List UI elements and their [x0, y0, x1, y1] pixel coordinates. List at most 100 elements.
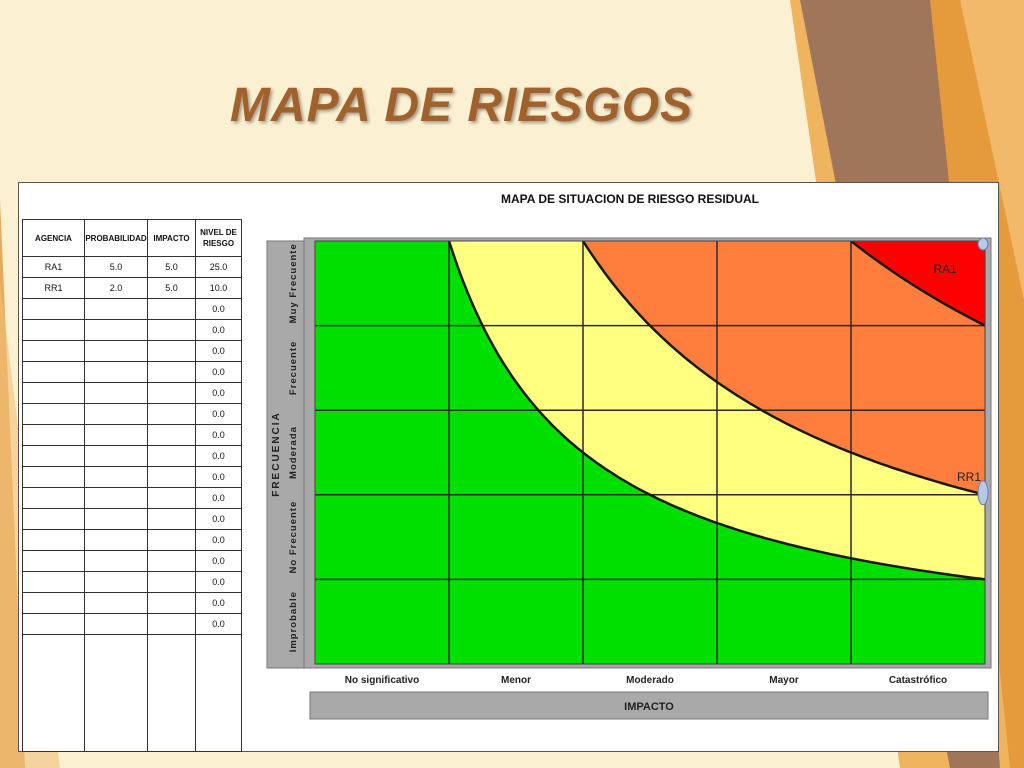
table-cell: 0.0: [195, 361, 242, 383]
table-cell: [22, 466, 85, 488]
table-cell: [22, 361, 85, 383]
table-cell: 10.0: [195, 277, 242, 299]
table-cell: [147, 613, 196, 635]
y-axis-label: FRECUENCIA: [271, 411, 282, 497]
table-row-blank: [22, 634, 242, 752]
table-cell: [147, 319, 196, 341]
risk-chart-area: MAPA DE SITUACION DE RIESGO RESIDUAL Impr…: [262, 183, 998, 751]
table-cell: [84, 571, 148, 593]
y-tick-label: Frecuente: [288, 341, 299, 395]
table-cell: [84, 592, 148, 614]
table-row: 0.0: [22, 319, 242, 341]
table-row: 0.0: [22, 571, 242, 593]
chart-title: MAPA DE SITUACION DE RIESGO RESIDUAL: [501, 192, 759, 206]
table-cell: [22, 340, 85, 362]
table-cell: [147, 529, 196, 551]
table-cell: [22, 403, 85, 425]
table-cell: 0.0: [195, 298, 242, 320]
table-cell: [147, 487, 196, 509]
plot-border: [314, 240, 986, 665]
table-cell: [22, 571, 85, 593]
table-cell-blank: [84, 634, 148, 752]
table-header: AGENCIA: [22, 219, 85, 257]
table-cell: 0.0: [195, 445, 242, 467]
table-cell: 0.0: [195, 487, 242, 509]
risk-table-area: AGENCIA PROBABILIDAD IMPACTO NIVEL DE RIESG…: [19, 183, 262, 752]
table-cell: [147, 424, 196, 446]
y-tick-label: Moderada: [288, 426, 299, 479]
table-cell: 0.0: [195, 424, 242, 446]
y-tick-label: No Frecuente: [288, 501, 299, 574]
table-cell: [22, 319, 85, 341]
table-row: 0.0: [22, 466, 242, 488]
table-cell: 0.0: [195, 340, 242, 362]
table-row: 0.0: [22, 487, 242, 509]
table-cell-blank: [147, 634, 196, 752]
table-cell: [84, 424, 148, 446]
table-cell: [22, 298, 85, 320]
table-cell: 0.0: [195, 508, 242, 530]
zone-boundary-orange-red: [850, 241, 985, 327]
table-cell: 0.0: [195, 571, 242, 593]
table-cell: 5.0: [147, 277, 196, 299]
table-cell: [147, 592, 196, 614]
table-row: 0.0: [22, 340, 242, 362]
table-row: 0.0: [22, 508, 242, 530]
table-cell: [22, 529, 85, 551]
table-row: 0.0: [22, 613, 242, 635]
table-cell: 0.0: [195, 592, 242, 614]
table-cell: [22, 508, 85, 530]
x-axis-label-box: [309, 691, 989, 720]
table-row: 0.0: [22, 445, 242, 467]
zone-high: [583, 241, 985, 495]
table-cell: [84, 361, 148, 383]
zone-extreme: [851, 241, 985, 326]
table-cell-blank: [22, 634, 85, 752]
zone-boundary-yellow-orange: [581, 241, 985, 497]
table-cell: [147, 445, 196, 467]
table-cell: 0.0: [195, 613, 242, 635]
data-label: RR1: [957, 470, 981, 484]
table-row: 0.0: [22, 403, 242, 425]
table-cell: [22, 424, 85, 446]
table-cell: 0.0: [195, 319, 242, 341]
table-cell: [22, 613, 85, 635]
table-cell: 0.0: [195, 550, 242, 572]
table-header: IMPACTO: [147, 219, 196, 257]
table-cell: [84, 445, 148, 467]
table-cell: RR1: [22, 277, 85, 299]
table-cell: [147, 508, 196, 530]
y-tick-label: Muy Frecuente: [288, 243, 299, 323]
table-cell: [147, 298, 196, 320]
table-cell: [22, 445, 85, 467]
risk-table: AGENCIA PROBABILIDAD IMPACTO NIVEL DE RIESG…: [22, 219, 242, 752]
table-cell: [147, 361, 196, 383]
data-point: [977, 237, 989, 251]
table-cell: 0.0: [195, 466, 242, 488]
table-row: 0.0: [22, 424, 242, 446]
table-row: RA1 5.0 5.0 25.0: [22, 256, 242, 278]
plot-area: [315, 241, 985, 664]
table-cell: 5.0: [147, 256, 196, 278]
table-cell: RA1: [22, 256, 85, 278]
x-tick-label: No significativo: [345, 675, 419, 686]
table-cell: [84, 529, 148, 551]
table-cell: [84, 382, 148, 404]
y-tick-label: Improbable: [288, 591, 299, 652]
x-tick-label: Menor: [501, 675, 531, 686]
data-label: RA1: [933, 262, 957, 276]
table-cell: [147, 550, 196, 572]
table-cell: 25.0: [195, 256, 242, 278]
table-cell: [22, 550, 85, 572]
table-row: RR1 2.0 5.0 10.0: [22, 277, 242, 299]
table-cell: [84, 340, 148, 362]
x-tick-label: Moderado: [626, 675, 674, 686]
x-tick-label: Mayor: [769, 675, 799, 686]
table-row: 0.0: [22, 361, 242, 383]
table-cell: [84, 403, 148, 425]
slide-title: MAPA DE RIESGOS: [230, 79, 694, 132]
table-row: 0.0: [22, 382, 242, 404]
table-cell: 0.0: [195, 529, 242, 551]
risk-heatmap-chart: MAPA DE SITUACION DE RIESGO RESIDUAL Impr…: [266, 192, 992, 720]
x-axis-label: IMPACTO: [624, 701, 674, 713]
